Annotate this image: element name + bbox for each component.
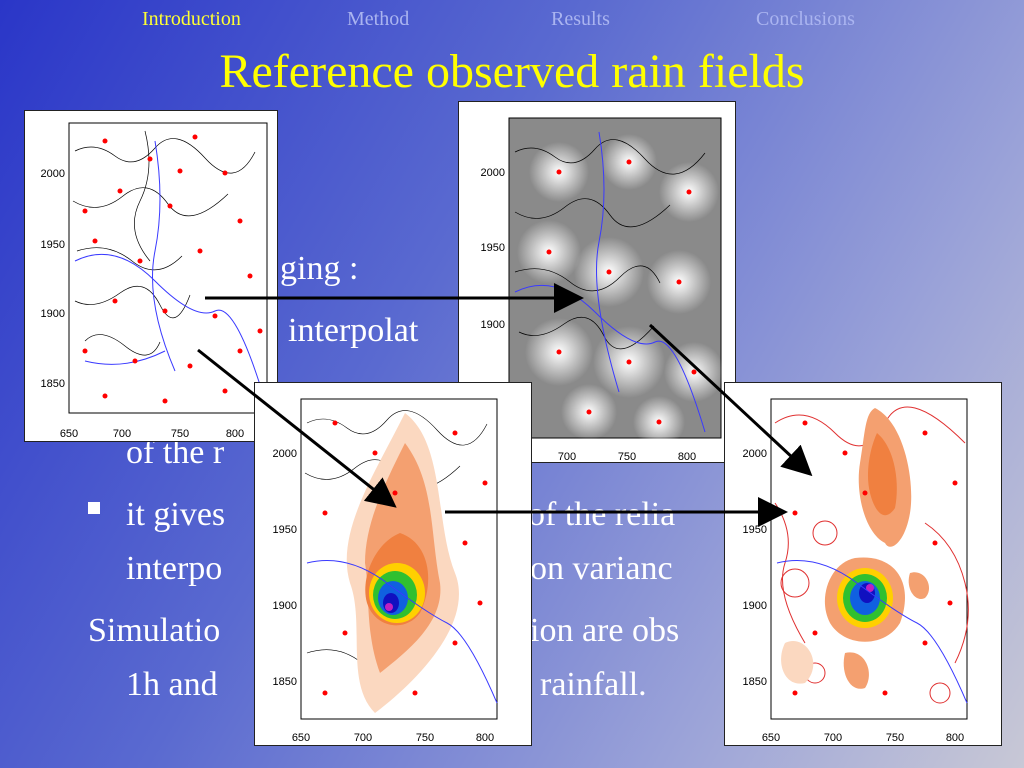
map3-x-tick: 750 <box>416 732 434 744</box>
map1-x-tick: 750 <box>171 428 189 440</box>
map2-y-tick: 2000 <box>481 167 505 179</box>
arrow-to-simulated-map <box>648 323 813 477</box>
map-simulated-rain-field: 650 700 750 800 2000 1950 1900 1850 <box>724 382 1002 746</box>
map1-x-tick: 700 <box>113 428 131 440</box>
nav-introduction[interactable]: Introduction <box>142 8 241 30</box>
map3-y-tick: 1900 <box>273 600 297 612</box>
map-kriging-variance: 700 750 800 2000 1950 1900 <box>458 101 736 463</box>
map2-x-tick: 700 <box>558 451 576 462</box>
nav-results[interactable]: Results <box>551 8 610 30</box>
map3-y-tick: 2000 <box>273 448 297 460</box>
map1-gauges <box>82 134 263 404</box>
map3-y-tick: 1850 <box>273 676 297 688</box>
map4-x-tick: 800 <box>946 732 964 744</box>
bullet-marker <box>88 502 100 514</box>
text-bullet-reliability: of the relia <box>528 496 676 533</box>
map1-y-tick: 1900 <box>41 308 65 320</box>
arrow-to-kriged-map <box>197 348 397 508</box>
map4-x-tick: 750 <box>886 732 904 744</box>
map4-x-tick: 700 <box>824 732 842 744</box>
nav-conclusions[interactable]: Conclusions <box>756 8 855 30</box>
text-line-interpo: interpo <box>126 550 223 587</box>
map1-y-tick: 1850 <box>41 378 65 390</box>
text-line-simulation: Simulatio <box>88 612 221 649</box>
text-line-interpolation: interpolat <box>288 312 419 349</box>
map2-x-tick: 750 <box>618 451 636 462</box>
map2-y-tick: 1950 <box>481 242 505 254</box>
map1-x-tick: 650 <box>60 428 78 440</box>
text-bullet-gives: it gives <box>126 496 226 533</box>
slide-title: Reference observed rain fields <box>219 45 805 98</box>
map2-y-tick: 1900 <box>481 319 505 331</box>
text-line-rainfall: rainfall. <box>540 666 647 703</box>
map1-y-tick: 1950 <box>41 239 65 251</box>
map3-x-tick: 650 <box>292 732 310 744</box>
map1-x-tick: 800 <box>226 428 244 440</box>
nav-method[interactable]: Method <box>347 8 410 30</box>
map4-y-tick: 1900 <box>743 600 767 612</box>
map1-y-tick: 2000 <box>41 168 65 180</box>
text-line-variance: on varianc <box>530 550 673 587</box>
map4-y-tick: 1950 <box>743 524 767 536</box>
text-line-1h: 1h and <box>126 666 218 703</box>
map4-gauges <box>792 420 958 696</box>
map4-y-tick: 1850 <box>743 676 767 688</box>
map3-x-tick: 800 <box>476 732 494 744</box>
map4-x-tick: 650 <box>762 732 780 744</box>
map4-y-tick: 2000 <box>743 448 767 460</box>
map2-gauges <box>546 159 697 425</box>
map-rain-gauges: 650 700 750 800 2000 1950 1900 1850 <box>24 110 278 442</box>
text-line-kriging: ging : <box>280 250 359 287</box>
section-nav: Introduction Method Results Conclusions <box>0 8 1024 36</box>
text-line-observed: ion are obs <box>530 612 680 649</box>
map3-x-tick: 700 <box>354 732 372 744</box>
map3-y-tick: 1950 <box>273 524 297 536</box>
map2-x-tick: 800 <box>678 451 696 462</box>
map3-gauges <box>322 420 488 696</box>
